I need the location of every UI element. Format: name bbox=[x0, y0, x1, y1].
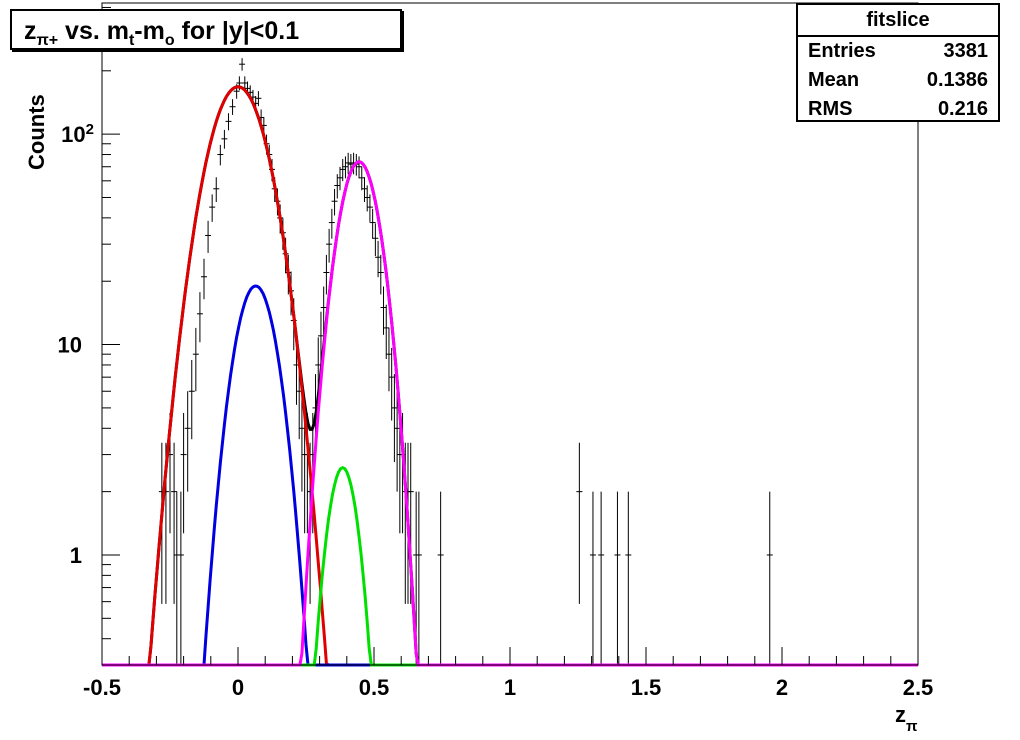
data-point bbox=[375, 240, 382, 278]
data-point bbox=[171, 442, 178, 604]
data-point bbox=[598, 491, 605, 665]
data-point bbox=[323, 254, 330, 295]
data-point bbox=[328, 208, 335, 239]
data-point bbox=[213, 177, 220, 203]
fit-curve-third bbox=[102, 466, 918, 667]
data-point bbox=[361, 177, 368, 203]
stats-box: fitslice Entries 3381 Mean 0.1386 RMS 0.… bbox=[796, 3, 1000, 122]
data-point bbox=[331, 188, 338, 216]
data-point bbox=[385, 327, 392, 392]
data-point bbox=[372, 223, 379, 257]
fit-curve-second bbox=[102, 284, 918, 667]
data-point bbox=[437, 491, 444, 665]
x-tick-label: 1.5 bbox=[631, 675, 662, 700]
data-point bbox=[337, 166, 343, 191]
x-tick-label: -0.5 bbox=[83, 675, 121, 700]
y-axis-title: Counts bbox=[24, 94, 49, 170]
data-point bbox=[366, 194, 373, 222]
stats-label: Entries bbox=[808, 40, 876, 62]
stats-value: 3381 bbox=[943, 40, 989, 62]
stats-row-mean: Mean 0.1386 bbox=[798, 66, 998, 95]
fit-curve-pion bbox=[102, 85, 918, 667]
stats-value: 0.1386 bbox=[926, 69, 988, 91]
stats-value: 0.216 bbox=[937, 98, 988, 120]
data-point bbox=[239, 58, 246, 71]
data-point bbox=[196, 292, 203, 343]
data-point bbox=[369, 208, 376, 239]
axes-layer: -0.5 0 0.5 1 1.5 2 2.5 1 10 102 bbox=[58, 6, 934, 700]
data-point bbox=[358, 166, 365, 191]
data-point bbox=[342, 156, 349, 179]
data-point bbox=[380, 286, 387, 335]
data-point bbox=[209, 194, 216, 222]
y-tick-label: 10 bbox=[58, 333, 82, 358]
data-point bbox=[383, 304, 390, 360]
data-point bbox=[255, 91, 262, 107]
data-point bbox=[576, 442, 583, 604]
data-point bbox=[192, 327, 199, 392]
data-point bbox=[180, 412, 187, 534]
data-point bbox=[320, 286, 327, 335]
x-tick-label: 0.5 bbox=[359, 675, 390, 700]
data-point bbox=[177, 491, 184, 665]
x-axis-title: zπ bbox=[895, 702, 918, 735]
x-tick-label: 1 bbox=[504, 675, 516, 700]
data-point bbox=[221, 129, 228, 149]
data-point bbox=[339, 158, 346, 182]
fit-curves-layer bbox=[102, 85, 918, 667]
data-point bbox=[298, 391, 305, 492]
data-point bbox=[377, 254, 384, 295]
data-point bbox=[589, 491, 596, 665]
y-tick-label: 102 bbox=[61, 121, 94, 148]
stats-label: RMS bbox=[808, 98, 853, 120]
data-point bbox=[225, 113, 232, 131]
data-point bbox=[326, 228, 333, 263]
data-point bbox=[356, 156, 363, 179]
x-tick-label: 2.5 bbox=[903, 675, 934, 700]
data-points-layer bbox=[158, 58, 773, 665]
data-point bbox=[217, 144, 224, 166]
data-point bbox=[388, 347, 395, 421]
data-point bbox=[415, 491, 422, 665]
stats-title: fitslice bbox=[798, 5, 998, 37]
data-point bbox=[241, 76, 248, 91]
y-tick-label: 1 bbox=[70, 543, 82, 568]
data-point bbox=[205, 220, 212, 253]
data-point bbox=[229, 99, 236, 115]
data-point bbox=[391, 374, 398, 463]
data-point bbox=[614, 491, 621, 665]
data-point bbox=[394, 391, 401, 492]
data-point bbox=[345, 152, 352, 175]
data-point bbox=[188, 359, 195, 440]
data-point bbox=[173, 491, 180, 665]
data-point bbox=[184, 391, 191, 492]
stats-row-rms: RMS 0.216 bbox=[798, 95, 998, 124]
plot-title: zπ+ vs. mt-mo for |y|<0.1 bbox=[10, 9, 402, 50]
x-tick-label: 0 bbox=[232, 675, 244, 700]
stats-row-entries: Entries 3381 bbox=[798, 37, 998, 66]
x-tick-label: 2 bbox=[776, 675, 788, 700]
data-point bbox=[625, 491, 632, 665]
stats-label: Mean bbox=[808, 69, 860, 91]
data-point bbox=[201, 258, 207, 300]
fit-curve-total_fit bbox=[102, 85, 918, 667]
data-point bbox=[766, 491, 773, 665]
